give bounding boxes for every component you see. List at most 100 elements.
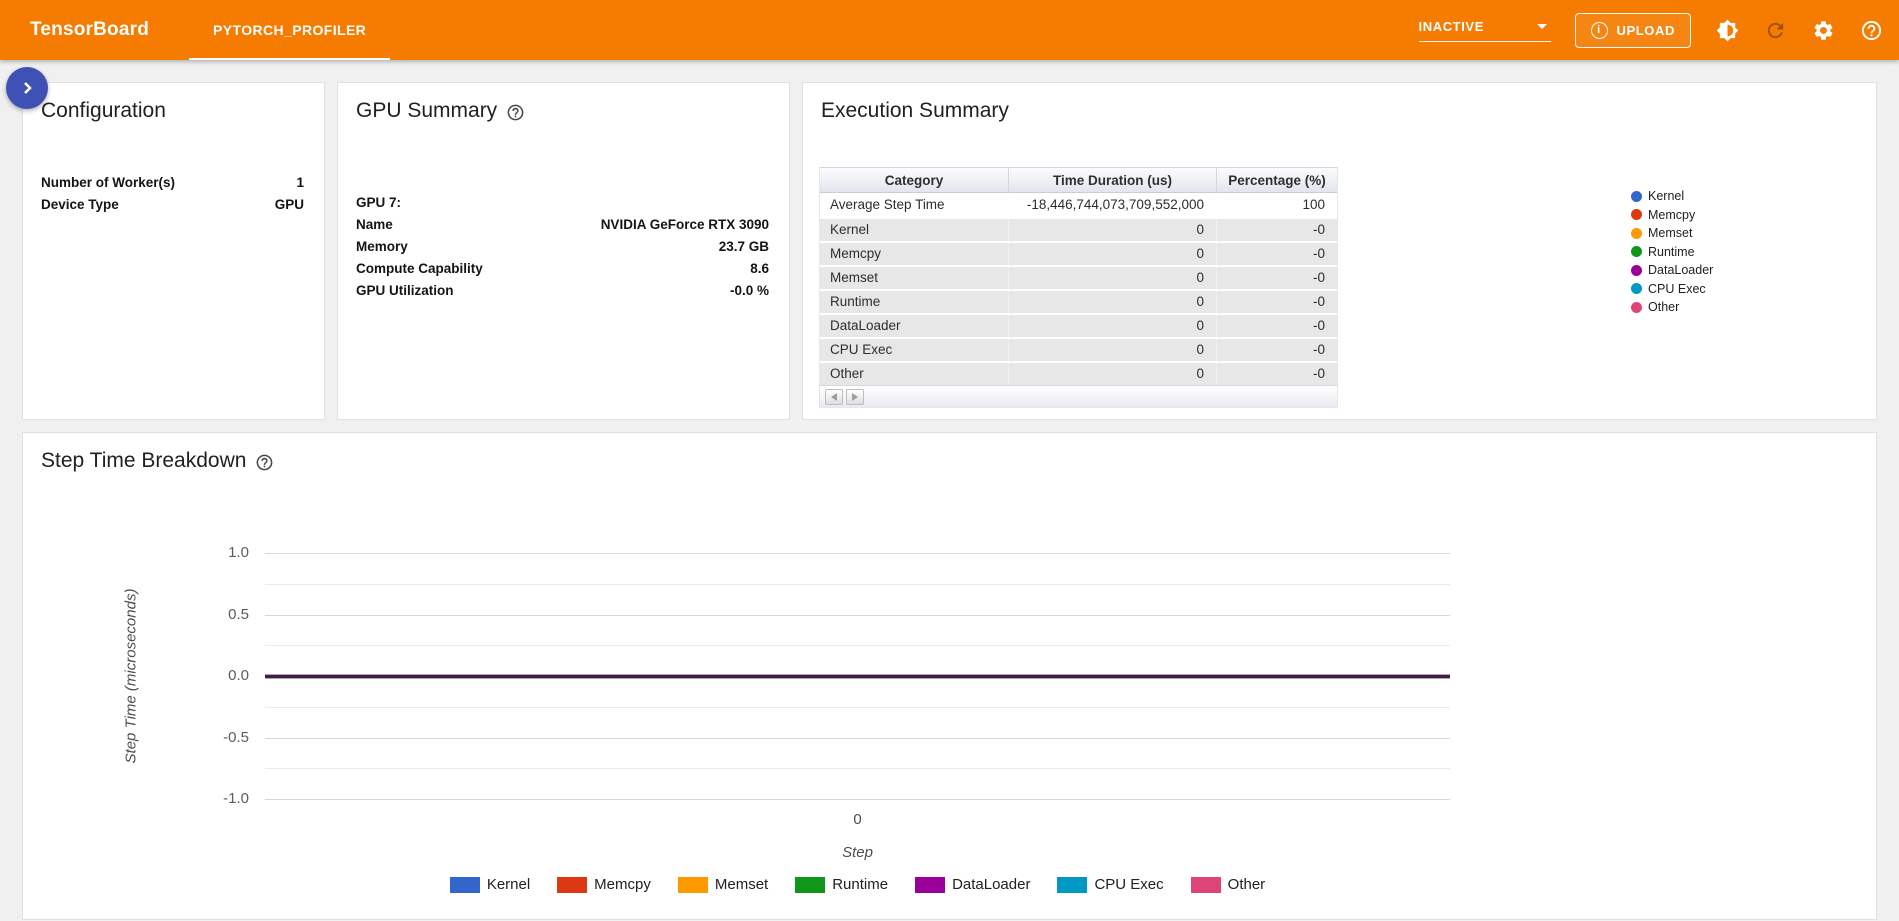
legend-item: Kernel [1631,187,1713,206]
legend-label: Memset [1648,226,1692,240]
legend-label: Runtime [832,876,888,893]
tab-pytorch-profiler[interactable]: PYTORCH_PROFILER [189,0,390,60]
table-cell: -18,446,744,073,709,552,000 [1008,193,1216,217]
gridline [265,799,1450,800]
legend-label: Kernel [487,876,530,893]
table-cell: 0 [1008,363,1216,385]
table-row[interactable]: Memcpy0-0 [820,241,1337,265]
brightness-toggle-button[interactable] [1715,18,1739,42]
legend-color-dot [1631,228,1642,239]
legend-color-swatch [1191,877,1221,893]
table-cell: Kernel [820,219,1008,241]
y-tick-label: -0.5 [169,729,249,746]
legend-color-swatch [795,877,825,893]
table-row[interactable]: DataLoader0-0 [820,313,1337,337]
gridline [265,553,1450,554]
category-pie-legend: KernelMemcpyMemsetRuntimeDataLoaderCPU E… [1631,187,1713,317]
app-header: TensorBoard PYTORCH_PROFILER INACTIVE i … [0,0,1899,60]
execution-summary-panel: Execution Summary CategoryTime Duration … [802,82,1877,420]
table-header-cell[interactable]: Time Duration (us) [1008,167,1216,193]
legend-label: DataLoader [952,876,1030,893]
legend-color-swatch [915,877,945,893]
table-cell: -0 [1216,315,1337,337]
help-button[interactable] [1859,18,1883,42]
info-label: Number of Worker(s) [41,175,175,190]
legend-color-dot [1631,191,1642,202]
configuration-panel: Configuration Number of Worker(s)1Device… [22,82,325,420]
table-cell: Runtime [820,291,1008,313]
legend-item: Other [1191,876,1266,893]
upload-button[interactable]: i UPLOAD [1575,13,1692,48]
legend-item: Runtime [795,876,888,893]
table-header-cell[interactable]: Percentage (%) [1216,167,1337,193]
next-page-button[interactable] [846,389,864,405]
table-cell: 0 [1008,291,1216,313]
gpu-summary-title-text: GPU Summary [356,99,497,123]
header-actions: INACTIVE i UPLOAD [1419,13,1884,48]
help-icon [1860,19,1883,42]
table-row[interactable]: Kernel0-0 [820,217,1337,241]
info-value: -0.0 % [730,283,769,298]
y-tick-label: 0.5 [169,606,249,623]
legend-color-dot [1631,209,1642,220]
brightness-icon [1716,19,1739,42]
table-cell: Memcpy [820,243,1008,265]
gridline [265,707,1450,708]
legend-color-dot [1631,283,1642,294]
settings-button[interactable] [1811,18,1835,42]
legend-item: CPU Exec [1057,876,1163,893]
legend-item: Runtime [1631,243,1713,262]
gpu-summary-title: GPU Summary [356,99,525,123]
info-label: Memory [356,239,408,254]
legend-label: CPU Exec [1094,876,1163,893]
gpu-summary-rows: GPU 7: NameNVIDIA GeForce RTX 3090Memory2… [356,191,769,301]
step-time-breakdown-help-icon[interactable] [255,450,274,472]
table-row[interactable]: CPU Exec0-0 [820,337,1337,361]
table-row[interactable]: Average Step Time-18,446,744,073,709,552… [820,193,1337,217]
legend-item: Kernel [450,876,530,893]
sidebar-expand-button[interactable] [6,67,48,109]
legend-color-dot [1631,246,1642,257]
info-row: GPU Utilization-0.0 % [356,279,769,301]
table-row[interactable]: Runtime0-0 [820,289,1337,313]
run-status-select[interactable]: INACTIVE [1419,19,1551,42]
run-status-value: INACTIVE [1419,19,1484,34]
table-header-cell[interactable]: Category [820,167,1008,193]
table-cell: 0 [1008,267,1216,289]
step-time-series-line [265,675,1450,678]
gridline [265,768,1450,769]
info-row: NameNVIDIA GeForce RTX 3090 [356,213,769,235]
gridline [265,738,1450,739]
configuration-title: Configuration [41,99,166,123]
y-tick-label: 0.0 [169,667,249,684]
gear-icon [1812,19,1835,42]
prev-page-button[interactable] [825,389,843,405]
execution-summary-title: Execution Summary [821,99,1009,123]
legend-label: Memset [715,876,768,893]
table-cell: Average Step Time [820,193,1008,217]
table-cell: 0 [1008,219,1216,241]
legend-label: Runtime [1648,245,1695,259]
gpu-summary-help-icon[interactable] [506,100,525,122]
reload-button[interactable] [1763,18,1787,42]
legend-item: Memcpy [1631,206,1713,225]
execution-summary-table: CategoryTime Duration (us)Percentage (%)… [819,167,1338,385]
table-row[interactable]: Other0-0 [820,361,1337,385]
info-icon: i [1591,22,1608,39]
table-cell: -0 [1216,243,1337,265]
info-label: GPU 7: [356,195,401,210]
legend-color-dot [1631,302,1642,313]
gridline [265,584,1450,585]
legend-color-swatch [678,877,708,893]
chart-plot-area [265,553,1450,799]
y-axis-title: Step Time (microseconds) [123,589,140,764]
info-row: Memory23.7 GB [356,235,769,257]
legend-item: Memset [678,876,768,893]
info-row: GPU 7: [356,191,769,213]
legend-color-swatch [557,877,587,893]
info-label: Compute Capability [356,261,483,276]
refresh-icon [1764,19,1787,42]
table-cell: Memset [820,267,1008,289]
table-row[interactable]: Memset0-0 [820,265,1337,289]
table-cell: 0 [1008,243,1216,265]
